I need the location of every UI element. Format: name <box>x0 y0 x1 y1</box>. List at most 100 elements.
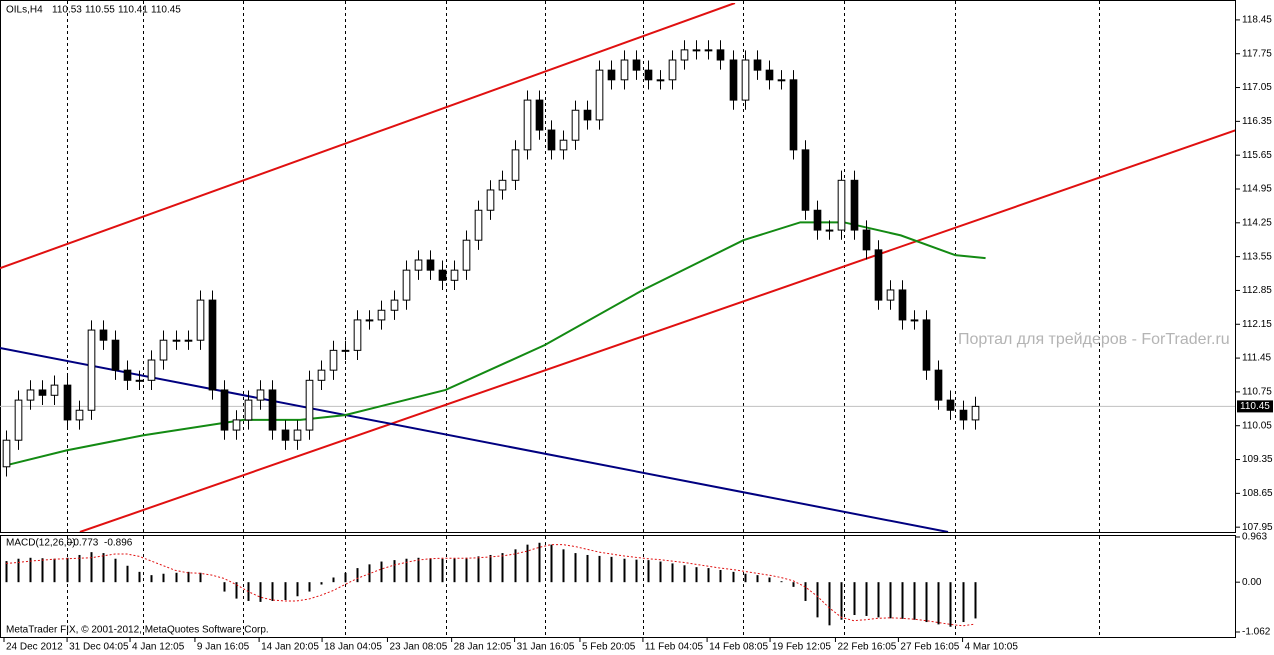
candle-body <box>26 389 35 401</box>
candle-body <box>741 59 750 101</box>
candle-body <box>2 439 11 468</box>
y-tick-label: 110.05 <box>1242 420 1272 431</box>
y-tick-label: 108.65 <box>1242 488 1273 499</box>
x-tick-label: 4 Jan 12:05 <box>132 642 185 653</box>
candle-body <box>184 339 193 342</box>
candle-body <box>680 49 689 61</box>
candle-body <box>402 269 411 301</box>
candle-body <box>14 399 23 441</box>
y-tick-label: 112.15 <box>1242 319 1272 330</box>
y-tick-label: 113.55 <box>1242 251 1272 262</box>
main-plot <box>0 3 1235 532</box>
last-price-box <box>1237 400 1273 413</box>
candle-body <box>971 405 980 421</box>
copyright: MetaTrader FIX, © 2001-2012, MetaQuotes … <box>6 625 269 636</box>
y-tick-label: 0.963 <box>1242 532 1267 543</box>
candle-body <box>535 99 544 131</box>
candle-body <box>135 379 144 382</box>
candle-body <box>462 239 471 271</box>
x-tick-label: 14 Feb 08:05 <box>709 642 768 653</box>
candle-body <box>305 379 314 431</box>
trend-line <box>0 3 736 270</box>
candle-body <box>256 389 265 401</box>
candle-body <box>946 399 955 411</box>
candle-body <box>329 349 338 371</box>
candle-body <box>571 109 580 141</box>
x-tick-label: 24 Dec 2012 <box>6 642 63 653</box>
candle-body <box>862 229 871 251</box>
candle-body <box>353 319 362 351</box>
candle-body <box>850 179 859 231</box>
y-tick-label: 112.85 <box>1242 285 1272 296</box>
candle-body <box>922 319 931 371</box>
x-tick-label: 27 Feb 16:05 <box>900 642 959 653</box>
trend-line <box>0 346 949 532</box>
candle-body <box>789 79 798 151</box>
candle-body <box>595 69 604 121</box>
x-tick-label: 31 Dec 04:05 <box>69 642 129 653</box>
candle-body <box>450 269 459 281</box>
candle-body <box>801 149 810 211</box>
y-tick-label: 118.45 <box>1242 15 1272 26</box>
candle-body <box>583 109 592 121</box>
candle-body <box>874 249 883 301</box>
candle-body <box>668 59 677 81</box>
y-tick-label: 117.75 <box>1242 48 1272 59</box>
macd-pane <box>0 535 1236 638</box>
candle-body <box>511 149 520 181</box>
candle-body <box>220 389 229 431</box>
candle-body <box>547 129 556 151</box>
candle-body <box>523 99 532 151</box>
candle-body <box>753 59 762 71</box>
candle-body <box>377 309 386 321</box>
x-tick-label: 22 Feb 16:05 <box>837 642 896 653</box>
candle-body <box>232 419 241 431</box>
candle-body <box>486 189 495 211</box>
candle-body <box>87 329 96 411</box>
candle-body <box>390 299 399 311</box>
candle-body <box>777 79 786 82</box>
macd-value: -0.896 <box>104 538 133 549</box>
x-tick-label: 31 Jan 16:05 <box>517 642 575 653</box>
macd-value: -0.773 <box>70 538 99 549</box>
candle-body <box>281 429 290 441</box>
y-tick-label: 107.95 <box>1242 522 1273 533</box>
candle-body <box>498 179 507 191</box>
candle-body <box>813 209 822 231</box>
trend-line <box>79 129 1235 532</box>
candle-body <box>341 349 350 352</box>
y-tick-label: -1.062 <box>1242 627 1271 638</box>
header-value: 110.53 <box>52 5 82 16</box>
y-tick-label: 109.35 <box>1242 454 1273 465</box>
x-tick-label: 5 Feb 20:05 <box>582 642 636 653</box>
candle-body <box>704 49 713 52</box>
header-value: 110.41 <box>118 5 148 16</box>
candle-body <box>123 369 132 381</box>
candle-body <box>474 209 483 241</box>
header-value: 110.55 <box>85 5 115 16</box>
x-tick-label: 18 Jan 04:05 <box>324 642 382 653</box>
y-tick-label: 117.05 <box>1242 82 1272 93</box>
candle-body <box>656 79 665 82</box>
candle-body <box>426 259 435 271</box>
candle-body <box>244 399 253 421</box>
candle-body <box>910 319 919 322</box>
plot-layer <box>0 1 1235 637</box>
candle-body <box>111 339 120 371</box>
candle-body <box>317 369 326 381</box>
candle-body <box>414 259 423 271</box>
candle-body <box>934 369 943 401</box>
y-tick-label: 110.75 <box>1242 387 1272 398</box>
x-tick-label: 11 Feb 04:05 <box>645 642 704 653</box>
candle-body <box>825 229 834 232</box>
candle-body <box>837 179 846 231</box>
candle-body <box>632 59 641 71</box>
candle-body <box>644 69 653 81</box>
candle-body <box>729 59 738 101</box>
candle-body <box>886 289 895 301</box>
header-value: 110.45 <box>151 5 181 16</box>
y-tick-label: 114.95 <box>1242 184 1272 195</box>
candle-body <box>75 409 84 421</box>
candle-body <box>268 389 277 431</box>
candle-body <box>765 69 774 81</box>
